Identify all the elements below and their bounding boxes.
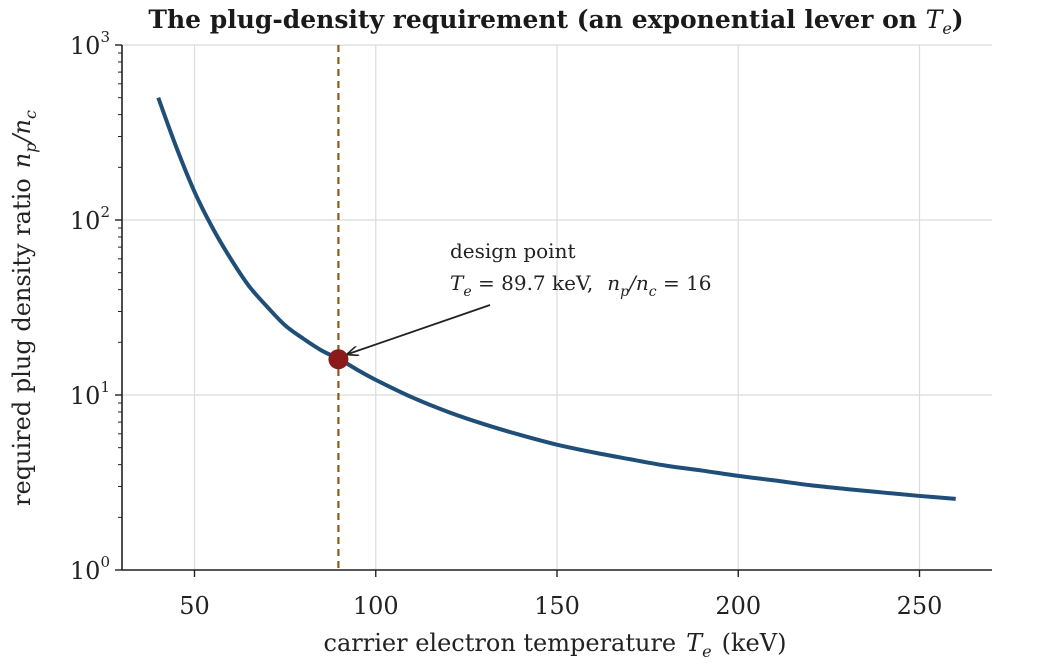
chart-title-math: T [926,5,945,34]
y-tick-base-0: 10 [70,557,101,585]
y-tick-base-1: 10 [70,382,101,410]
annotation-line2-math-n: n [607,271,620,295]
annotation-values: Te = 89.7 keV, np/nc = 16 [450,271,712,300]
annotation-line2-eq1: = 89.7 [472,271,552,295]
chart-title-suffix: ) [952,5,964,34]
y-axis-label: required plug density ratio np/nc [8,110,40,506]
series-line-0 [156,96,956,501]
x-axis-label-unit: (keV) [722,629,787,657]
y-tick-label-1: 101 [70,378,110,410]
y-tick-base-2: 10 [70,207,101,235]
x-axis-label-math: T [686,629,704,657]
x-tick-label-1: 100 [353,592,399,620]
y-tick-exponent-1: 1 [100,378,110,396]
y-axis-label-math-sub: p [21,143,40,153]
x-axis-label-text: carrier electron temperature [324,629,677,657]
annotation-line2-unit: keV, [552,271,593,295]
y-tick-label-0: 100 [70,553,110,585]
design-point-marker [328,349,349,370]
y-tick-exponent-0: 0 [100,553,110,571]
y-axis-label-text: required plug density ratio [8,178,36,506]
y-axis-label-math2: /n [8,119,36,145]
x-tick-label-4: 250 [897,592,943,620]
x-axis-label-math-sub: e [702,642,711,661]
y-tick-base-3: 10 [70,32,101,60]
x-tick-label-0: 50 [179,592,210,620]
x-tick-label-2: 150 [534,592,580,620]
annotation-line2-math-n2-sub: c [649,284,657,300]
y-tick-label-2: 102 [70,203,110,235]
x-tick-label-3: 200 [715,592,761,620]
annotation-line2-math-n2: /n [627,271,649,295]
y-axis-label-math2-sub: c [21,110,40,119]
y-tick-exponent-3: 3 [100,28,110,46]
annotation-line2-math-n-sub: p [620,284,629,300]
x-axis-label: carrier electron temperature Te (keV) [324,629,787,661]
grid-lines [122,44,992,571]
annotation-title: design point [450,239,576,263]
y-tick-label-3: 103 [70,28,110,60]
x-axis-ticks: 50 100 150 200 250 [179,570,942,620]
y-tick-exponent-2: 2 [100,203,110,221]
annotation-line2-math-T-sub: e [463,284,471,300]
y-axis-label-math: n [8,153,36,168]
annotation-arrow [347,304,491,354]
annotation-line2-eq2: = 16 [657,271,712,295]
chart-title-prefix: The plug-density requirement (an exponen… [148,5,925,34]
chart-title: The plug-density requirement (an exponen… [148,5,963,38]
chart-title-math-sub: e [942,19,951,38]
annotation-line2-math-T: T [450,271,465,295]
